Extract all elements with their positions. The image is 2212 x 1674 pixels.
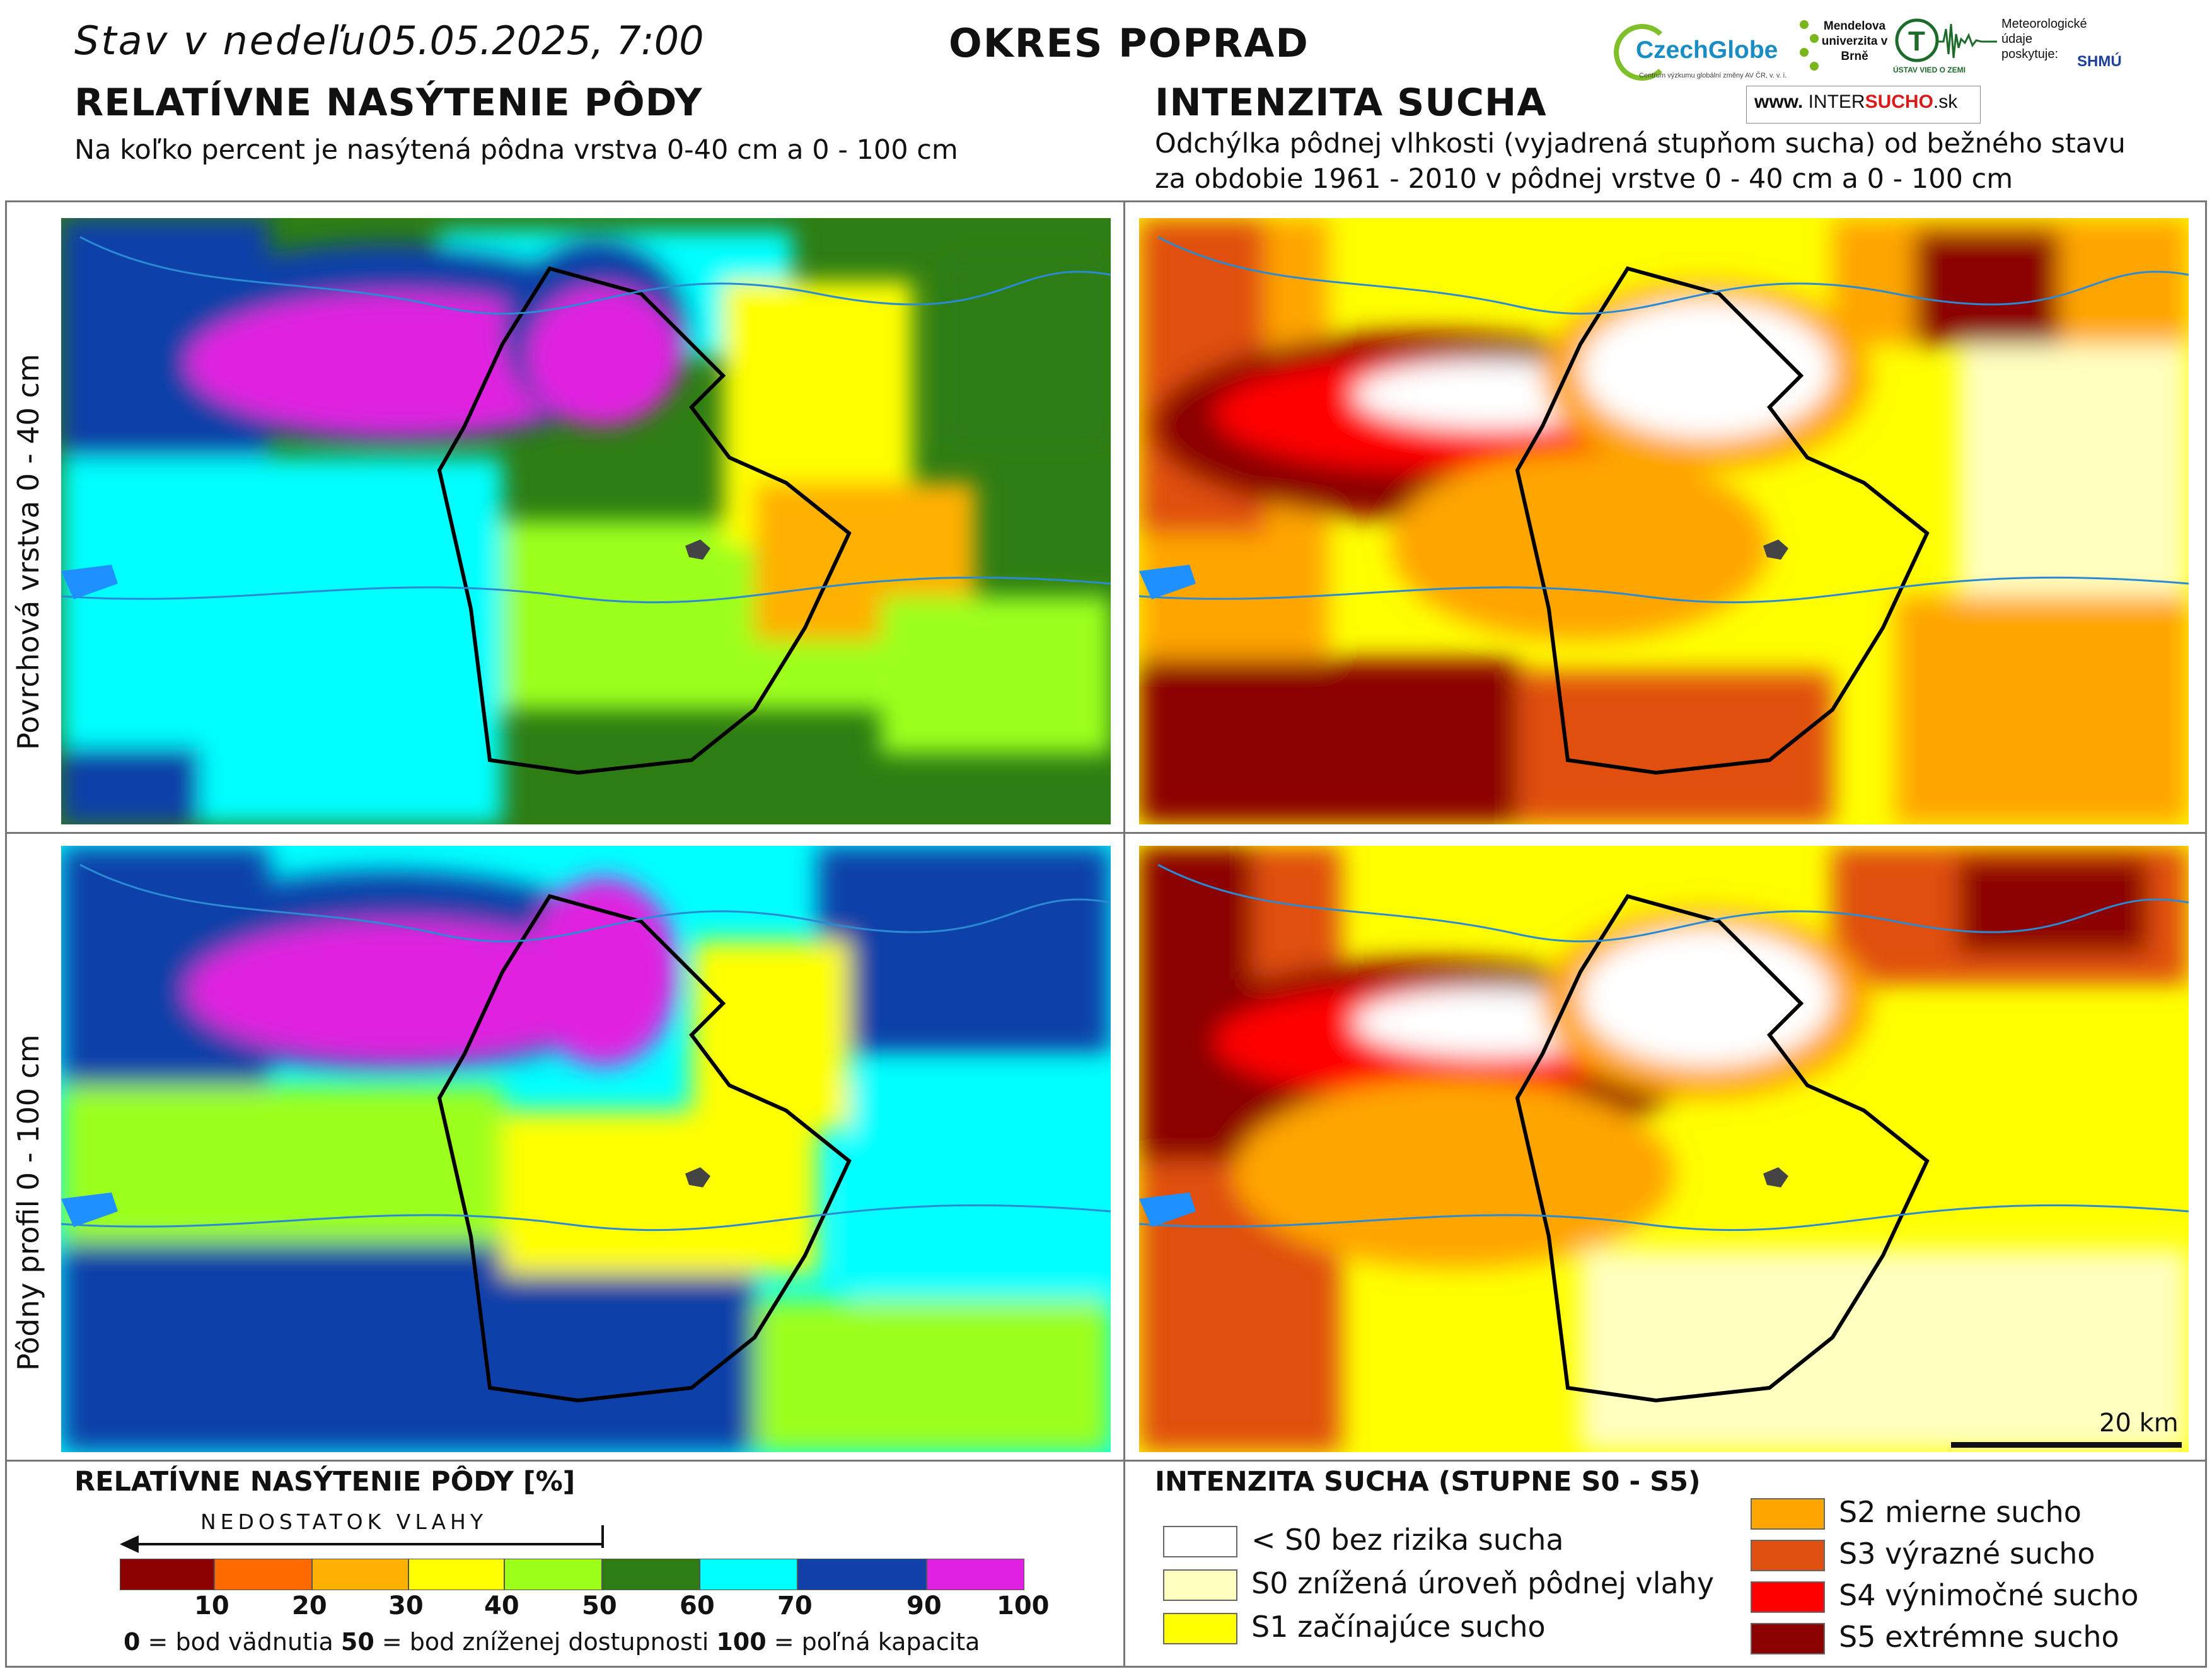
deficit-arrow-tick [601, 1525, 604, 1548]
colorbar-tick-label: 40 [484, 1591, 519, 1620]
drought-legend-title: INTENZITA SUCHA (STUPNE S0 - S5) [1155, 1466, 1701, 1498]
deficit-arrow-line [134, 1543, 603, 1545]
note-0-value: 0 [124, 1628, 141, 1656]
colorbar-swatch [504, 1559, 602, 1590]
colorbar-tick-label: 50 [582, 1591, 617, 1620]
district-title: OKRES POPRAD [949, 20, 1309, 66]
partner-logos: CzechGlobe Centrum výzkumu globální změn… [1611, 11, 2134, 124]
drought-legend-label: S4 výnimočné sucho [1839, 1578, 2139, 1612]
intersucho-inter: INTER [1808, 91, 1865, 112]
drought-legend-label: S3 výrazné sucho [1839, 1537, 2095, 1571]
colorbar-swatch [312, 1559, 408, 1590]
row-label-topsoil: Povrchová vrstva 0 - 40 cm [11, 354, 45, 750]
czechglobe-name: CzechGlobe [1636, 37, 1778, 64]
drought-legend-swatch [1751, 1540, 1825, 1571]
date-value: 05.05.2025, 7:00 [367, 18, 704, 64]
colorbar-tick-label: 90 [906, 1591, 942, 1620]
drought-map-topsoil [1139, 218, 2189, 824]
note-50-text: = bod zníženej dostupnosti [374, 1628, 717, 1656]
moisture-deficit-label: NEDOSTATOK VLAHY [200, 1509, 488, 1534]
svg-text:T: T [1908, 26, 1925, 57]
colorbar-tick-label: 100 [997, 1591, 1050, 1620]
note-100-text: = poľná kapacita [766, 1628, 980, 1656]
colorbar-swatch [408, 1559, 504, 1590]
drought-legend-label: S0 znížená úroveň pôdnej vlahy [1251, 1566, 1715, 1600]
frame-divider-middle [5, 832, 2207, 834]
saturation-title: RELATÍVNE NASÝTENIE PÔDY [74, 81, 703, 125]
note-50-value: 50 [340, 1628, 374, 1656]
meteo-text: Meteorologické údaje poskytuje: [2001, 17, 2087, 61]
colorbar-tick-label: 70 [777, 1591, 813, 1620]
maps-frame [5, 200, 2207, 1668]
colorbar-swatch [602, 1559, 700, 1590]
saturation-subtitle: Na koľko percent je nasýtená pôdna vrstv… [74, 134, 958, 166]
colorbar-tick-label: 20 [292, 1591, 327, 1620]
colorbar-swatch [700, 1559, 797, 1590]
colorbar-swatch [214, 1559, 312, 1590]
date-label: Stav v nedeľu [74, 18, 368, 64]
drought-legend-label: S1 začínajúce sucho [1251, 1610, 1546, 1644]
row-label-profile: Pôdny profil 0 - 100 cm [11, 1034, 45, 1371]
mendel-name: Mendelova univerzita v Brně [1821, 20, 1888, 63]
drought-subtitle-line1: Odchýlka pôdnej vlhkosti (vyjadrená stup… [1155, 128, 2126, 159]
intersucho-sucho: SUCHO [1865, 91, 1933, 112]
meteo-logo: Meteorologické údaje poskytuje: SHMÚ [2001, 16, 2134, 92]
ustav-name: ÚSTAV VIED O ZEMI [1893, 66, 1966, 74]
mendel-logo: Mendelova univerzita v Brně [1795, 15, 1889, 84]
colorbar-tick-label: 30 [388, 1591, 424, 1620]
drought-legend-swatch [1163, 1569, 1237, 1601]
colorbar-tick-label: 10 [194, 1591, 229, 1620]
note-100-value: 100 [716, 1628, 767, 1656]
colorbar-swatch [120, 1559, 214, 1590]
ustav-logo: T ÚSTAV VIED O ZEMI [1893, 16, 2000, 86]
czechglobe-logo: CzechGlobe Centrum výzkumu globální změn… [1611, 19, 1793, 87]
czechglobe-ring-icon [1614, 24, 1671, 81]
intersucho-prefix: www. [1754, 91, 1804, 112]
drought-legend-swatch [1163, 1526, 1237, 1557]
drought-legend-swatch [1751, 1581, 1825, 1613]
saturation-map-profile [61, 846, 1111, 1452]
saturation-legend-note: 0 = bod vädnutia 50 = bod zníženej dostu… [124, 1628, 980, 1656]
colorbar-swatch [797, 1559, 927, 1590]
drought-legend-label: S5 extrémne sucho [1839, 1620, 2119, 1654]
drought-legend-swatch [1751, 1623, 1825, 1654]
colorbar-swatch [927, 1559, 1024, 1590]
drought-legend-swatch [1163, 1613, 1237, 1644]
frame-divider-legend [5, 1460, 2207, 1462]
drought-legend-swatch [1751, 1498, 1825, 1530]
saturation-legend-title: RELATÍVNE NASÝTENIE PÔDY [%] [74, 1466, 576, 1498]
scale-label: 20 km [2099, 1409, 2179, 1438]
saturation-map-topsoil [61, 218, 1111, 824]
note-0-text: = bod vädnutia [140, 1628, 341, 1656]
seismograph-icon: T [1895, 18, 1997, 62]
intersucho-suffix: .sk [1933, 91, 1958, 112]
drought-legend-label: < S0 bez rizika sucha [1251, 1523, 1564, 1557]
frame-divider-vertical [1123, 200, 1125, 1668]
map-date: Stav v nedeľu05.05.2025, 7:00 [74, 18, 704, 64]
drought-subtitle-line2: za obdobie 1961 - 2010 v pôdnej vrstve 0… [1155, 163, 2013, 195]
drought-map-profile [1139, 846, 2189, 1452]
shmu-logo: SHMÚ [2077, 53, 2122, 70]
drought-subtitle: Odchýlka pôdnej vlhkosti (vyjadrená stup… [1155, 126, 2126, 197]
intersucho-logo: www. INTERSUCHO.sk [1746, 86, 1981, 124]
drought-title: INTENZITA SUCHA [1155, 81, 1547, 125]
colorbar-tick-label: 60 [680, 1591, 715, 1620]
drought-legend-label: S2 mierne sucho [1839, 1495, 2082, 1529]
czechglobe-tagline: Centrum výzkumu globální změny AV ČR, v.… [1639, 72, 1787, 79]
scale-bar [1951, 1442, 2182, 1448]
